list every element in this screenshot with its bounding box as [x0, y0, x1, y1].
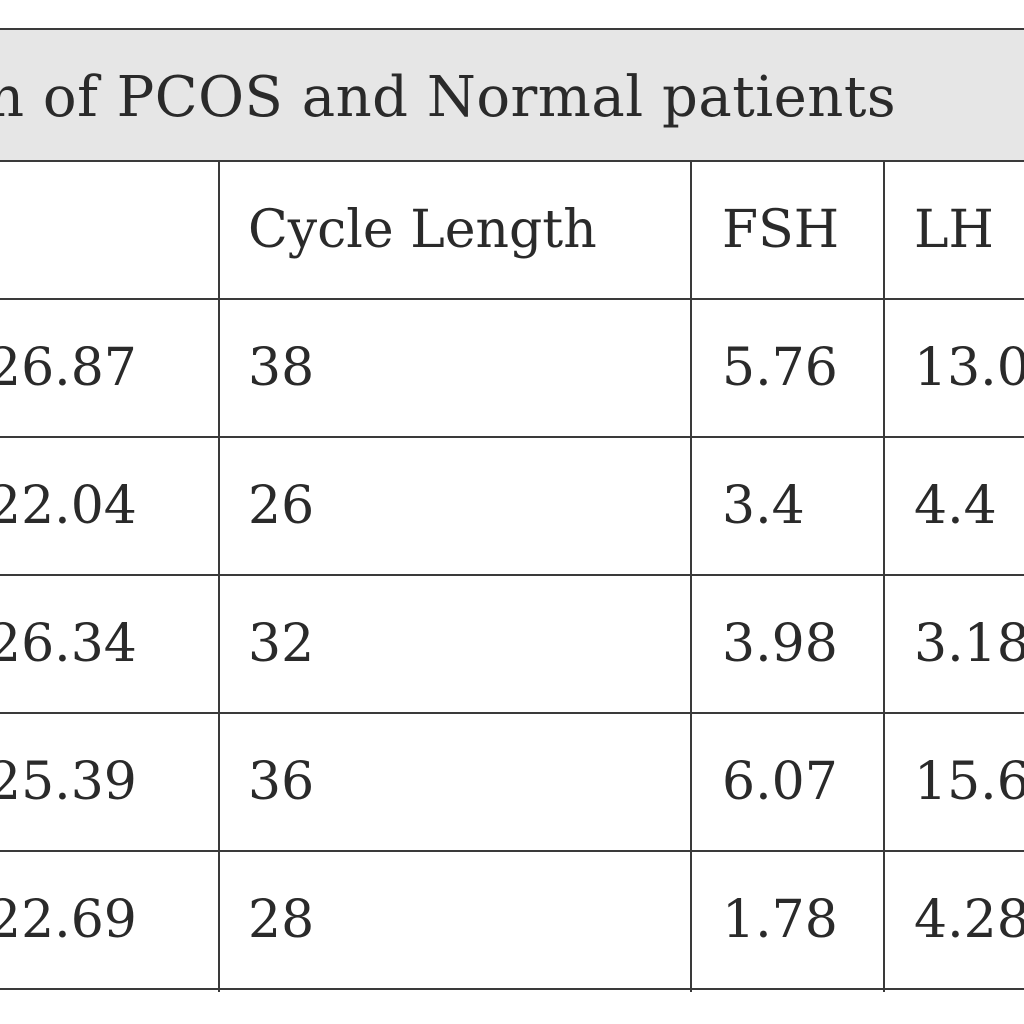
table-cell: 32 [248, 614, 315, 674]
header-cell-cycle-length: Cycle Length [248, 200, 597, 260]
table-row: 25.39 36 6.07 15.6 [0, 714, 1024, 852]
table-cell: 4.28 [914, 890, 1024, 950]
table-cell: 22.04 [0, 476, 137, 536]
table-cell: 13.0 [914, 338, 1024, 398]
table-cell: 15.6 [914, 752, 1024, 812]
table-cell: 6.07 [722, 752, 838, 812]
table-cell: 26.34 [0, 614, 137, 674]
table-cell: 22.69 [0, 890, 137, 950]
table-header-row: Cycle Length FSH LH [0, 162, 1024, 300]
table-caption-bar: n of PCOS and Normal patients [0, 28, 1024, 162]
table-cell: 36 [248, 752, 315, 812]
table-cell: 3.4 [722, 476, 805, 536]
table-cell: 38 [248, 338, 315, 398]
table-row: 22.69 28 1.78 4.28 [0, 852, 1024, 990]
table-cell: 4.4 [914, 476, 997, 536]
table-cell: 3.98 [722, 614, 838, 674]
table-row: 26.87 38 5.76 13.0 [0, 300, 1024, 438]
header-cell-lh: LH [914, 200, 994, 260]
column-divider [883, 162, 885, 992]
table-cell: 3.18 [914, 614, 1024, 674]
table-cell: 26 [248, 476, 315, 536]
table-caption: n of PCOS and Normal patients [0, 65, 897, 130]
table-cell: 25.39 [0, 752, 137, 812]
column-divider [218, 162, 220, 992]
table-cell: 28 [248, 890, 315, 950]
column-divider [690, 162, 692, 992]
table-cell: 1.78 [722, 890, 838, 950]
data-table: n of PCOS and Normal patients Cycle Leng… [0, 28, 1024, 992]
header-cell-fsh: FSH [722, 200, 840, 260]
table-cell: 5.76 [722, 338, 838, 398]
table-row: 26.34 32 3.98 3.18 [0, 576, 1024, 714]
table-cell: 26.87 [0, 338, 137, 398]
table-row: 22.04 26 3.4 4.4 [0, 438, 1024, 576]
